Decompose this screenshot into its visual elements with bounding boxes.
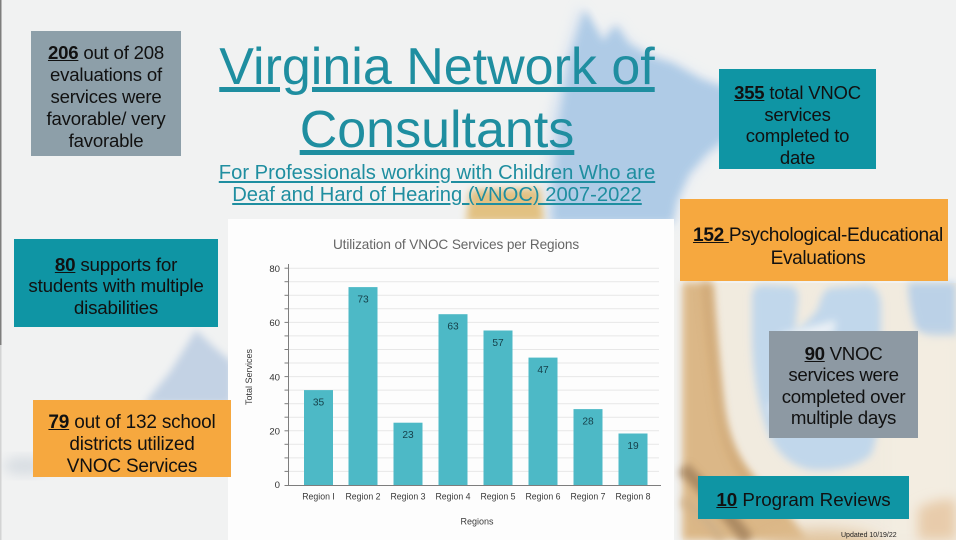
svg-text:35: 35 [313, 398, 325, 409]
svg-text:Region 2: Region 2 [345, 491, 380, 501]
svg-text:40: 40 [269, 372, 280, 383]
svg-text:57: 57 [492, 338, 504, 349]
svg-text:47: 47 [537, 365, 549, 376]
svg-text:80: 80 [269, 264, 280, 275]
svg-text:Region I: Region I [302, 491, 335, 501]
svg-text:0: 0 [275, 480, 280, 491]
svg-text:23: 23 [402, 430, 414, 441]
svg-text:Regions: Regions [460, 517, 494, 527]
svg-text:28: 28 [582, 417, 594, 428]
svg-text:Region 4: Region 4 [435, 491, 470, 501]
svg-text:Region 3: Region 3 [390, 491, 425, 501]
svg-text:Region 6: Region 6 [525, 491, 560, 501]
svg-text:19: 19 [627, 441, 639, 452]
svg-text:20: 20 [269, 427, 280, 438]
svg-text:73: 73 [357, 295, 369, 306]
svg-text:Region 5: Region 5 [480, 491, 515, 501]
svg-text:Utilization of VNOC Services p: Utilization of VNOC Services per Regions [333, 237, 579, 252]
svg-text:60: 60 [269, 318, 280, 329]
svg-text:Total Services: Total Services [244, 348, 254, 405]
svg-text:Region 7: Region 7 [570, 491, 605, 501]
svg-text:Region 8: Region 8 [615, 491, 650, 501]
svg-text:63: 63 [447, 322, 459, 333]
